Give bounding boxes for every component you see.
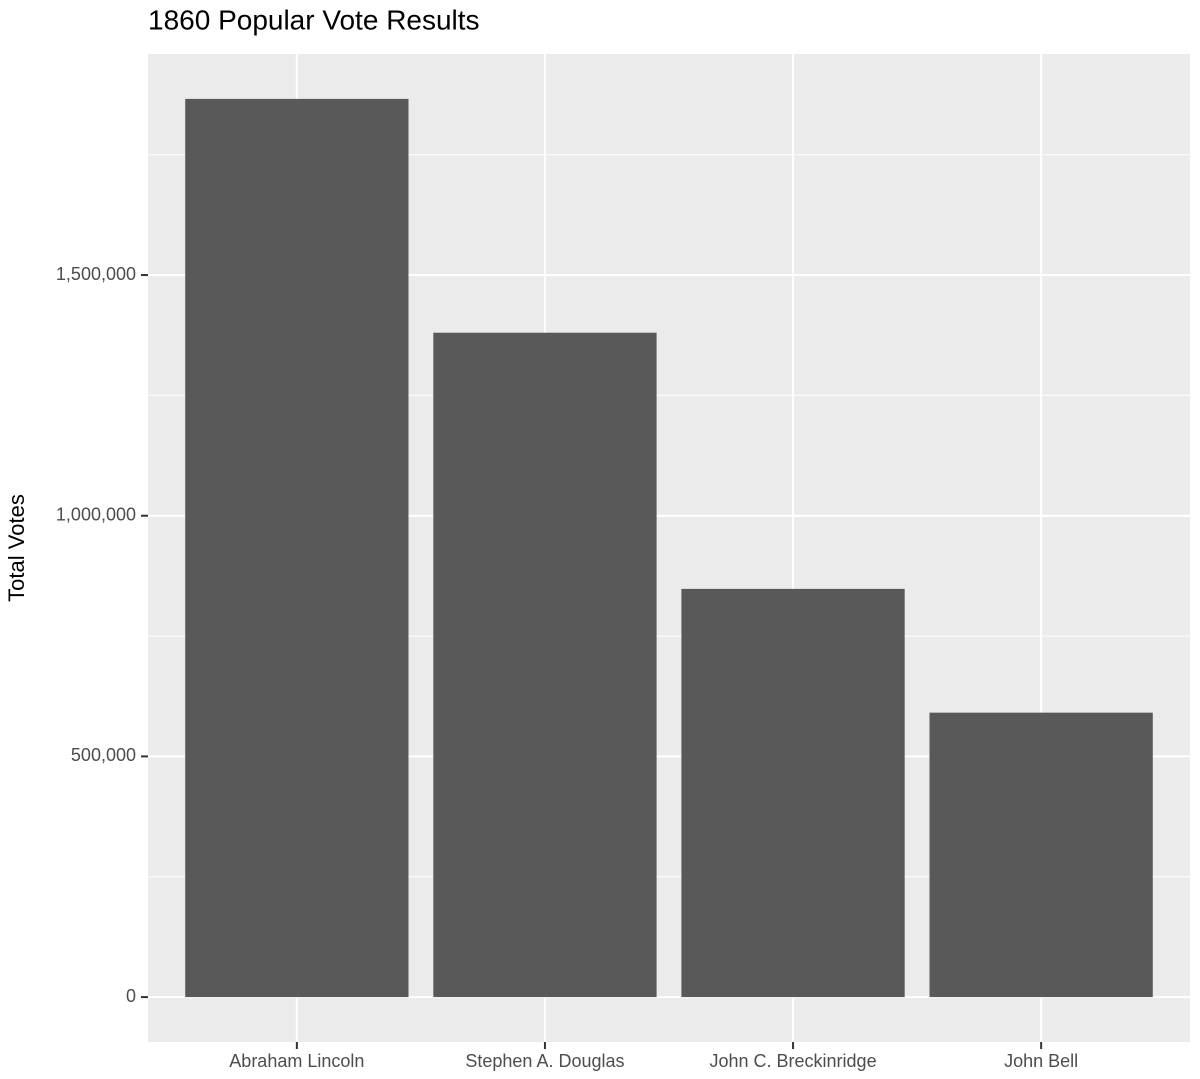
y-tick-label: 1,500,000 [56,264,136,284]
y-tick-label: 0 [126,986,136,1006]
x-tick-label: Abraham Lincoln [229,1051,364,1071]
bar [185,98,409,998]
chart-title: 1860 Popular Vote Results [148,4,480,35]
y-axis-title: Total Votes [4,494,29,602]
x-tick-label: John C. Breckinridge [710,1051,877,1071]
bar [681,588,905,998]
bar [433,332,657,998]
x-tick-label: John Bell [1004,1051,1078,1071]
bar [929,712,1153,998]
y-tick-label: 1,000,000 [56,504,136,524]
y-tick-label: 500,000 [71,745,136,765]
x-tick-label: Stephen A. Douglas [465,1051,624,1071]
